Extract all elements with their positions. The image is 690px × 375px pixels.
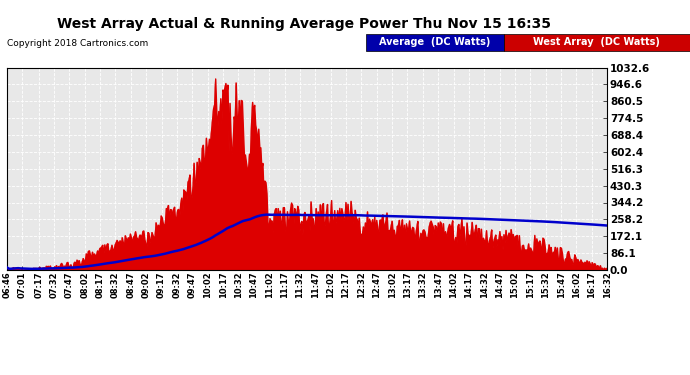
Text: Average  (DC Watts): Average (DC Watts) — [379, 37, 491, 47]
Text: West Array Actual & Running Average Power Thu Nov 15 16:35: West Array Actual & Running Average Powe… — [57, 17, 551, 31]
Text: Copyright 2018 Cartronics.com: Copyright 2018 Cartronics.com — [7, 39, 148, 48]
Text: West Array  (DC Watts): West Array (DC Watts) — [533, 37, 660, 47]
